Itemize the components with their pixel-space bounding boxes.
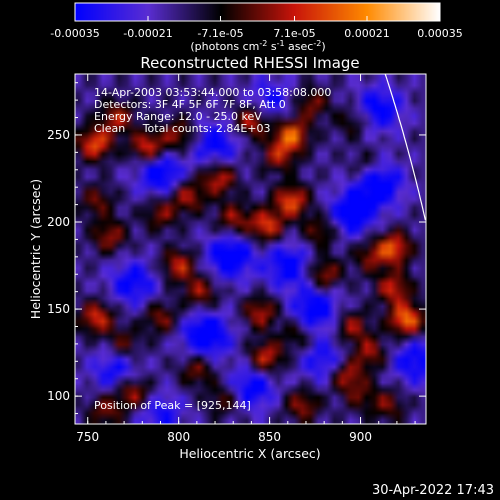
x-tick-label: 800 bbox=[167, 430, 190, 444]
y-axis-label: Heliocentric Y (arcsec) bbox=[28, 179, 43, 319]
y-tick-label: 100 bbox=[47, 389, 70, 403]
colorbar-tick-label: 0.00035 bbox=[417, 27, 463, 40]
colorbar-tick-label: 7.1e-05 bbox=[273, 27, 315, 40]
colorbar-frame bbox=[74, 2, 441, 22]
y-tick-label: 150 bbox=[47, 302, 70, 316]
annotation-peak-position: Position of Peak = [925,144] bbox=[94, 399, 251, 412]
colorbar-tick-label: -0.00021 bbox=[123, 27, 172, 40]
x-tick-label: 850 bbox=[258, 430, 281, 444]
y-tick-label: 250 bbox=[47, 128, 70, 142]
x-tick-label: 750 bbox=[76, 430, 99, 444]
axis-ticks: 750 800 850 900 100 150 200 250 bbox=[47, 74, 426, 444]
annotation-time-range: 14-Apr-2003 03:53:44.000 to 03:58:08.000 bbox=[94, 86, 331, 99]
heatmap-image bbox=[75, 74, 426, 424]
annotation-detectors: Detectors: 3F 4F 5F 6F 7F 8F, Att 0 bbox=[94, 98, 286, 111]
plot-frame bbox=[74, 73, 427, 425]
y-tick-label: 200 bbox=[47, 215, 70, 229]
colorbar-units: (photons cm-2 s-1 asec-2) bbox=[190, 39, 325, 53]
x-axis-label: Heliocentric X (arcsec) bbox=[179, 446, 320, 461]
plot-area: 750 800 850 900 100 150 200 250 bbox=[47, 73, 427, 444]
annotation-clean-counts: Clean Total counts: 2.84E+03 bbox=[94, 122, 271, 135]
colorbar-tick-label: -0.00035 bbox=[50, 27, 99, 40]
colorbar-gradient bbox=[75, 3, 440, 21]
annotation-energy-range: Energy Range: 12.0 - 25.0 keV bbox=[94, 110, 262, 123]
plot-timestamp: 30-Apr-2022 17:43 bbox=[372, 483, 494, 498]
colorbar: -0.00035 -0.00021 -7.1e-05 7.1e-05 0.00021 0.… bbox=[50, 2, 463, 53]
chart-title: Reconstructed RHESSI Image bbox=[140, 54, 359, 72]
solar-limb-line bbox=[384, 73, 426, 221]
colorbar-tick-label: -7.1e-05 bbox=[197, 27, 243, 40]
x-tick-label: 900 bbox=[349, 430, 372, 444]
colorbar-tick-label: 0.00021 bbox=[344, 27, 390, 40]
colorbar-ticks: -0.00035 -0.00021 -7.1e-05 7.1e-05 0.00021 0.… bbox=[50, 16, 463, 40]
